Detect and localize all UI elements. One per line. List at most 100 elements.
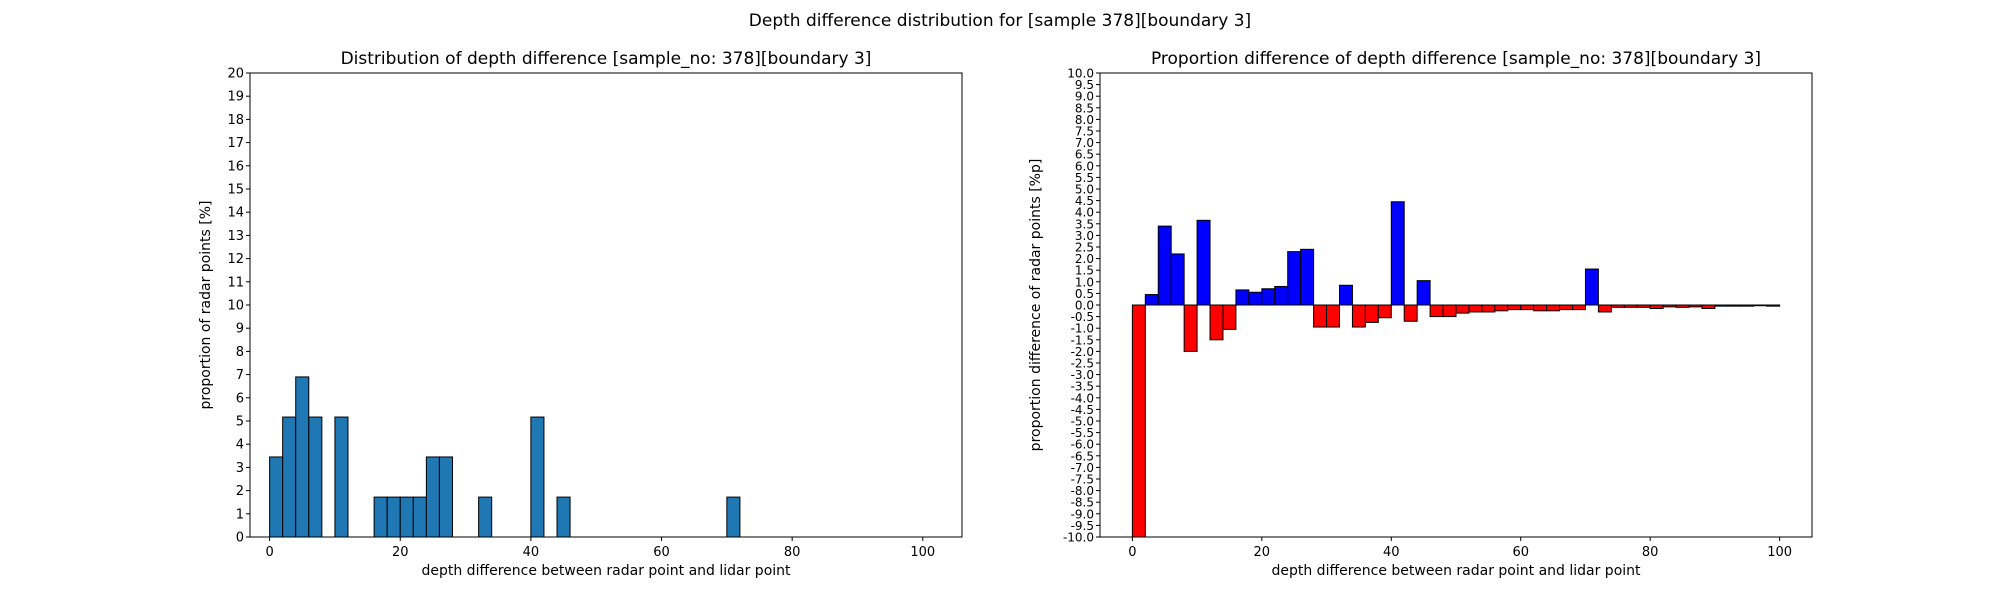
right-chart-y-tick-label: -10.0 (1063, 531, 1094, 545)
left-chart-y-tick-label: 20 (227, 67, 244, 82)
right-chart-bar (1442, 304, 1457, 318)
left-chart-y-tick-label: 3 (236, 461, 244, 476)
right-chart-y-tick-label: -5.5 (1071, 426, 1094, 440)
right-chart-x-tick-label: 60 (1512, 545, 1529, 560)
right-chart-y-tick-label: -4.5 (1071, 403, 1094, 417)
right-chart-bar (1597, 304, 1612, 313)
right-chart-bar (1584, 268, 1599, 306)
right-chart-bar (1351, 304, 1366, 328)
left-chart-x-tick-label: 100 (910, 545, 935, 560)
left-chart-x-tick-label: 0 (265, 545, 273, 560)
right-chart-bar (1701, 304, 1716, 309)
right-chart-bar (1390, 201, 1405, 306)
right-chart-y-tick-label: 0.5 (1075, 287, 1094, 301)
right-chart-bar (1429, 304, 1444, 318)
right-chart-y-tick-label: 2.5 (1075, 241, 1094, 255)
right-chart-x-tick-label: 80 (1642, 545, 1659, 560)
right-chart-bar (1740, 304, 1755, 307)
left-chart-bar (386, 496, 401, 538)
right-chart-x-tick-label: 0 (1128, 545, 1136, 560)
left-chart-y-tick-label: 16 (227, 159, 244, 174)
left-chart-bar (334, 416, 349, 538)
right-chart-y-tick-label: 2.0 (1075, 252, 1094, 266)
right-chart: Proportion difference of depth differenc… (1028, 49, 1813, 579)
right-chart-bar (1313, 304, 1328, 328)
left-chart-bar (269, 456, 284, 538)
right-chart-bar (1675, 304, 1690, 308)
left-chart-y-tick-label: 1 (236, 507, 244, 522)
left-chart-title: Distribution of depth difference [sample… (341, 49, 872, 69)
left-chart-y-tick-label: 0 (236, 531, 244, 546)
right-chart-bar (1338, 284, 1353, 306)
right-chart-bar (1714, 304, 1729, 307)
right-chart-y-tick-label: 0.0 (1075, 299, 1094, 313)
right-chart-bar (1636, 304, 1651, 308)
right-chart-x-tick-label: 100 (1767, 545, 1792, 560)
right-chart-bar (1481, 304, 1496, 313)
right-chart-bar (1649, 304, 1664, 309)
left-chart: Distribution of depth difference [sample… (198, 49, 963, 579)
right-chart-x-tick-label: 20 (1254, 545, 1271, 560)
left-chart-y-tick-label: 12 (227, 252, 244, 267)
left-chart-y-tick-label: 6 (236, 391, 244, 406)
right-chart-y-tick-label: 7.0 (1075, 136, 1094, 150)
right-chart-y-tick-label: -8.0 (1071, 484, 1094, 498)
left-chart-y-tick-label: 10 (227, 299, 244, 314)
left-chart-x-tick-label: 60 (653, 545, 670, 560)
left-chart-bar (425, 456, 440, 538)
right-chart-y-tick-label: -7.0 (1071, 461, 1094, 475)
right-chart-bar (1507, 304, 1522, 311)
right-chart-bar (1455, 304, 1470, 314)
left-chart-y-tick-label: 14 (227, 206, 244, 221)
left-chart-y-tick-label: 13 (227, 229, 244, 244)
left-chart-y-tick-label: 4 (236, 438, 244, 453)
right-chart-bar (1623, 304, 1638, 308)
left-chart-y-tick-label: 8 (236, 345, 244, 360)
right-chart-bar (1559, 304, 1574, 311)
right-chart-y-tick-label: 4.5 (1075, 194, 1094, 208)
left-chart-y-tick-label: 11 (227, 275, 244, 290)
left-chart-bar (556, 496, 571, 538)
left-chart-x-ticks: 0 20 40 60 80 100 (265, 537, 935, 560)
right-chart-bar (1533, 304, 1548, 312)
right-chart-y-tick-label: 3.5 (1075, 217, 1094, 231)
right-chart-bar (1727, 304, 1742, 307)
left-chart-x-axis-label: depth difference between radar point and… (421, 563, 791, 579)
left-chart-y-tick-label: 19 (227, 90, 244, 105)
left-chart-x-tick-label: 20 (392, 545, 409, 560)
left-chart-bar (399, 496, 414, 538)
right-chart-y-tick-label: -1.5 (1071, 333, 1094, 347)
left-chart-x-tick-label: 80 (784, 545, 801, 560)
right-chart-bar (1274, 285, 1289, 306)
left-chart-frame (249, 72, 963, 538)
figure-suptitle: Depth difference distribution for [sampl… (749, 11, 1251, 31)
right-chart-y-ticks: -10.0-9.5-9.0-8.5-8.0-7.5-7.0-6.5-6.0-5.… (1063, 67, 1100, 545)
right-chart-y-tick-label: 5.0 (1075, 183, 1094, 197)
left-chart-bar (282, 416, 297, 538)
right-chart-y-tick-label: -6.0 (1071, 438, 1094, 452)
right-chart-y-tick-label: -5.0 (1071, 415, 1094, 429)
right-chart-x-axis-label: depth difference between radar point and… (1271, 563, 1641, 579)
left-chart-x-tick-label: 40 (523, 545, 540, 560)
right-chart-bar (1520, 304, 1535, 311)
left-chart-y-tick-label: 18 (227, 113, 244, 128)
right-chart-y-tick-label: -2.0 (1071, 345, 1094, 359)
right-chart-y-tick-label: -3.0 (1071, 368, 1094, 382)
right-chart-y-tick-label: 6.5 (1075, 148, 1094, 162)
right-chart-y-tick-label: 4.0 (1075, 206, 1094, 220)
right-chart-title: Proportion difference of depth differenc… (1151, 49, 1761, 69)
left-chart-bar (478, 496, 493, 538)
left-chart-y-tick-label: 7 (236, 368, 244, 383)
right-chart-bar (1248, 291, 1263, 306)
right-chart-x-ticks: 0 20 40 60 80 100 (1128, 537, 1792, 560)
right-chart-bar (1131, 304, 1146, 538)
right-chart-bar (1261, 288, 1276, 306)
right-chart-y-tick-label: -8.5 (1071, 496, 1094, 510)
left-chart-bar (726, 496, 741, 538)
right-chart-y-tick-label: 9.0 (1075, 90, 1094, 104)
right-chart-bar (1209, 304, 1224, 341)
right-chart-frame (1099, 72, 1813, 538)
right-chart-bar (1326, 304, 1340, 328)
